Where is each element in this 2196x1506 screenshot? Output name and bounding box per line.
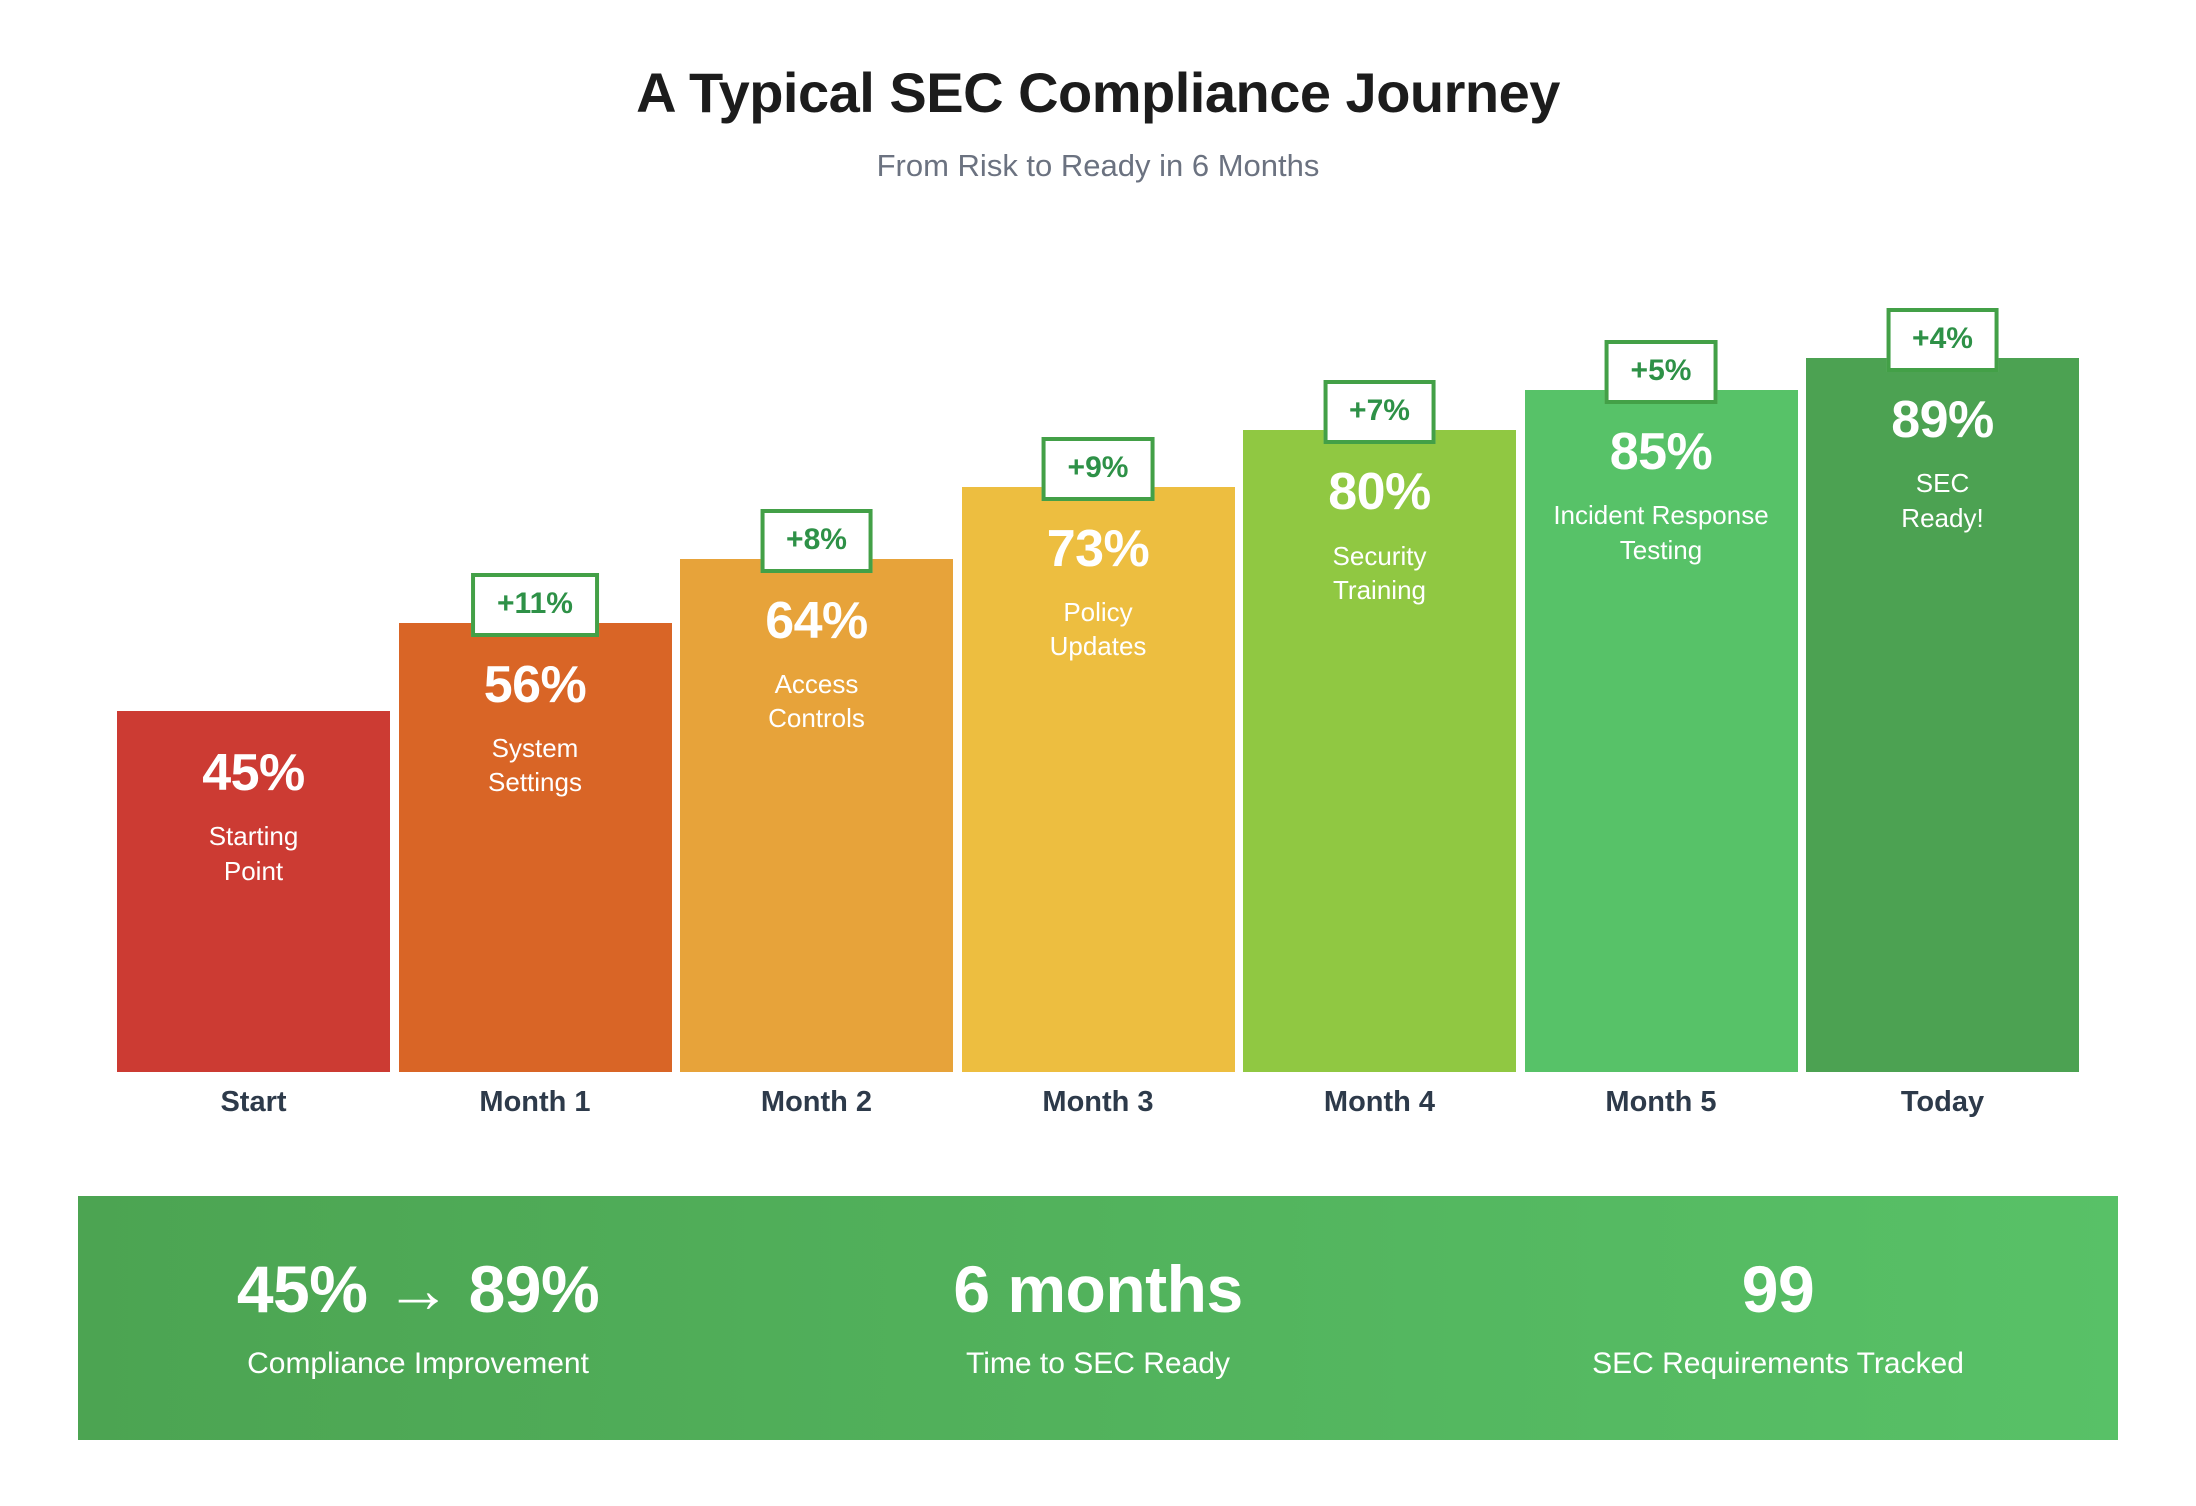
bar-caption-line1: SEC xyxy=(1915,468,1970,499)
bar-caption-line1: Starting xyxy=(208,821,299,852)
axis-label-today: Today xyxy=(1900,1086,1985,1118)
summary-item-compliance-improvement: 45% → 89% Compliance Improvement xyxy=(78,1255,758,1380)
summary-label: Time to SEC Ready xyxy=(966,1346,1230,1380)
bar-caption-month-2: Access Controls xyxy=(680,667,953,736)
delta-badge-today: +4% xyxy=(1886,308,1999,373)
x-axis-labels: Start Month 1 Month 2 Month 3 Month 4 Mo… xyxy=(117,1086,2079,1119)
bar-caption-month-3: Policy Updates xyxy=(962,595,1235,664)
bars-row: 45% Starting Point +11% 56% System Setti… xyxy=(117,240,2079,1072)
axis-label-month-4: Month 4 xyxy=(1323,1086,1436,1118)
bar-value-month-2: 64% xyxy=(765,591,868,650)
bar-caption-line1: Security xyxy=(1332,540,1427,571)
chart-header: A Typical SEC Compliance Journey From Ri… xyxy=(0,0,2196,184)
bar-month-4[interactable]: +7% 80% Security Training xyxy=(1243,380,1516,1072)
bar-value-month-1: 56% xyxy=(483,655,587,714)
bar-slot-month-5: +5% 85% Incident Response Testing xyxy=(1524,340,1798,1072)
axis-label-month-3: Month 3 xyxy=(1042,1086,1154,1118)
summary-band: 45% → 89% Compliance Improvement 6 month… xyxy=(78,1196,2118,1440)
bar-caption-month-1: System Settings xyxy=(399,731,672,800)
summary-value: 6 months xyxy=(953,1252,1243,1327)
bar-caption-line2: Updates xyxy=(1049,631,1147,662)
bar-slot-month-4: +7% 80% Security Training xyxy=(1243,380,1516,1072)
bar-month-2[interactable]: +8% 64% Access Controls xyxy=(680,508,953,1072)
delta-badge-month-1: +11% xyxy=(471,572,599,637)
bar-value-month-3: 73% xyxy=(1046,519,1150,578)
bar-caption-line1: System xyxy=(491,733,579,764)
bar-slot-today: +4% 89% SEC Ready! xyxy=(1806,308,2079,1072)
bar-slot-month-1: +11% 56% System Settings xyxy=(398,572,672,1072)
bar-caption-line2: Controls xyxy=(768,703,865,734)
summary-value: 99 xyxy=(1741,1252,1815,1327)
bar-slot-start: 45% Starting Point xyxy=(117,711,390,1072)
axis-label-month-5: Month 5 xyxy=(1605,1086,1717,1118)
bar-start[interactable]: 45% Starting Point xyxy=(117,711,390,1072)
bar-caption-today: SEC Ready! xyxy=(1806,466,2079,535)
bar-caption-month-5: Incident Response Testing xyxy=(1525,498,1798,567)
bar-caption-line2: Settings xyxy=(488,767,582,798)
delta-badge-month-4: +7% xyxy=(1323,380,1436,445)
bar-month-1[interactable]: +11% 56% System Settings xyxy=(398,572,672,1072)
bar-caption-start: Starting Point xyxy=(117,819,390,888)
bar-caption-line2: Point xyxy=(223,855,284,886)
bar-value-month-5: 85% xyxy=(1609,423,1713,482)
bar-caption-line1: Access xyxy=(774,668,859,699)
page-title: A Typical SEC Compliance Journey xyxy=(636,61,1560,124)
bar-month-3[interactable]: +9% 73% Policy Updates xyxy=(961,436,1235,1072)
delta-badge-month-3: +9% xyxy=(1041,436,1155,501)
chart-subtitle: From Risk to Ready in 6 Months xyxy=(876,147,1320,183)
summary-value: 45% → 89% xyxy=(236,1252,600,1327)
bar-slot-month-2: +8% 64% Access Controls xyxy=(680,508,953,1072)
summary-label: SEC Requirements Tracked xyxy=(1592,1346,1964,1380)
bar-caption-line2: Testing xyxy=(1619,534,1703,565)
axis-label-start: Start xyxy=(220,1086,287,1118)
delta-badge-month-5: +5% xyxy=(1604,340,1718,405)
axis-label-month-1: Month 1 xyxy=(479,1086,591,1118)
bar-value-start: 45% xyxy=(202,744,305,803)
delta-badge-month-2: +8% xyxy=(760,508,873,573)
summary-item-time-to-sec-ready: 6 months Time to SEC Ready xyxy=(758,1255,1438,1380)
bar-caption-line2: Training xyxy=(1333,574,1426,605)
bar-caption-line2: Ready! xyxy=(1901,502,1984,533)
bar-today[interactable]: +4% 89% SEC Ready! xyxy=(1806,308,2079,1072)
bar-month-5[interactable]: +5% 85% Incident Response Testing xyxy=(1524,340,1798,1072)
bar-chart-plot-area: 45% Starting Point +11% 56% System Setti… xyxy=(117,240,2079,1072)
bar-value-today: 89% xyxy=(1891,391,1994,450)
axis-label-month-2: Month 2 xyxy=(760,1086,873,1118)
summary-item-sec-requirements-tracked: 99 SEC Requirements Tracked xyxy=(1438,1255,2118,1380)
bar-caption-line1: Policy xyxy=(1063,596,1133,627)
bar-caption-month-4: Security Training xyxy=(1243,539,1516,608)
bar-value-month-4: 80% xyxy=(1328,463,1431,522)
bar-slot-month-3: +9% 73% Policy Updates xyxy=(961,436,1235,1072)
summary-label: Compliance Improvement xyxy=(247,1346,589,1380)
bar-caption-line1: Incident Response xyxy=(1553,500,1769,531)
